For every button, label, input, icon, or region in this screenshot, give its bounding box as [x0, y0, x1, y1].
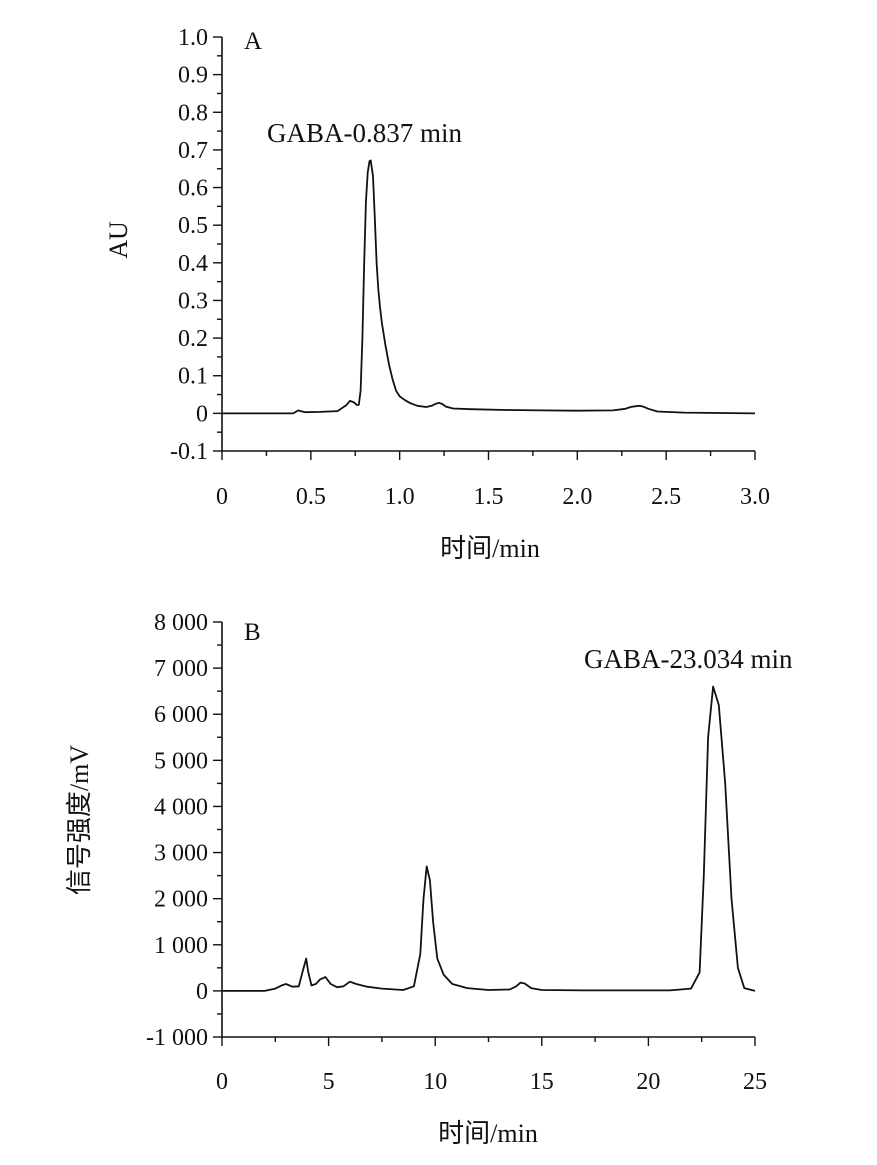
y-tick-label: 6 000 [154, 702, 208, 728]
x-axis-title: 时间/min [440, 534, 540, 563]
y-tick-label: 0.8 [178, 100, 208, 126]
x-tick-label: 10 [423, 1069, 447, 1095]
x-tick-label: 15 [530, 1069, 554, 1095]
peak-annotation: GABA-0.837 min [267, 118, 462, 148]
panel-label: B [244, 619, 261, 646]
y-tick-label: 0.5 [178, 213, 208, 239]
y-tick-label: 0.2 [178, 326, 208, 352]
y-tick-label: -1 000 [146, 1025, 208, 1051]
chromatogram-trace [222, 685, 756, 992]
y-tick-label: 1.0 [178, 25, 208, 51]
y-tick-label: 8 000 [154, 610, 208, 636]
x-tick-label: 2.5 [651, 484, 681, 510]
y-tick-label: 0.9 [178, 63, 208, 89]
x-tick-label: 25 [743, 1069, 767, 1095]
y-tick-label: 0 [196, 401, 208, 427]
x-axis-title: 时间/min [438, 1119, 538, 1148]
chromatogram-trace [222, 159, 756, 415]
y-tick-label: 5 000 [154, 748, 208, 774]
x-tick-label: 0.5 [296, 484, 326, 510]
y-tick-label: 0 [196, 979, 208, 1005]
panel-label: A [244, 28, 262, 55]
y-tick-label: 0.4 [178, 251, 208, 277]
x-tick-label: 0 [216, 484, 228, 510]
y-tick-label: 1 000 [154, 933, 208, 959]
x-tick-label: 2.0 [562, 484, 592, 510]
x-tick-label: 3.0 [740, 484, 770, 510]
y-tick-label: 0.6 [178, 176, 208, 202]
y-tick-label: 0.7 [178, 138, 208, 164]
x-tick-label: 1.5 [474, 484, 504, 510]
y-tick-label: 7 000 [154, 656, 208, 682]
x-tick-label: 20 [636, 1069, 660, 1095]
y-axis-title: AU [104, 221, 133, 259]
x-tick-label: 5 [323, 1069, 335, 1095]
y-tick-label: 2 000 [154, 887, 208, 913]
y-axis-title: 信号强度/mV [65, 745, 94, 895]
y-tick-label: 0.1 [178, 364, 208, 390]
y-tick-label: 4 000 [154, 794, 208, 820]
y-tick-label: 0.3 [178, 288, 208, 314]
chart-panel-b: 8 000 7 000 6 000 5 000 4 000 3 000 2 000 1 000… [65, 610, 793, 1148]
x-tick-label: 0 [216, 1069, 228, 1095]
peak-annotation: GABA-23.034 min [584, 644, 793, 674]
y-tick-label: -0.1 [170, 439, 208, 465]
x-tick-label: 1.0 [385, 484, 415, 510]
chart-panel-a: 1.0 0.9 0.8 0.7 0.6 0.5 0.4 0.3 0.2 0.1 0 -0.1 0 0.5 1… [104, 25, 770, 563]
y-tick-label: 3 000 [154, 841, 208, 867]
